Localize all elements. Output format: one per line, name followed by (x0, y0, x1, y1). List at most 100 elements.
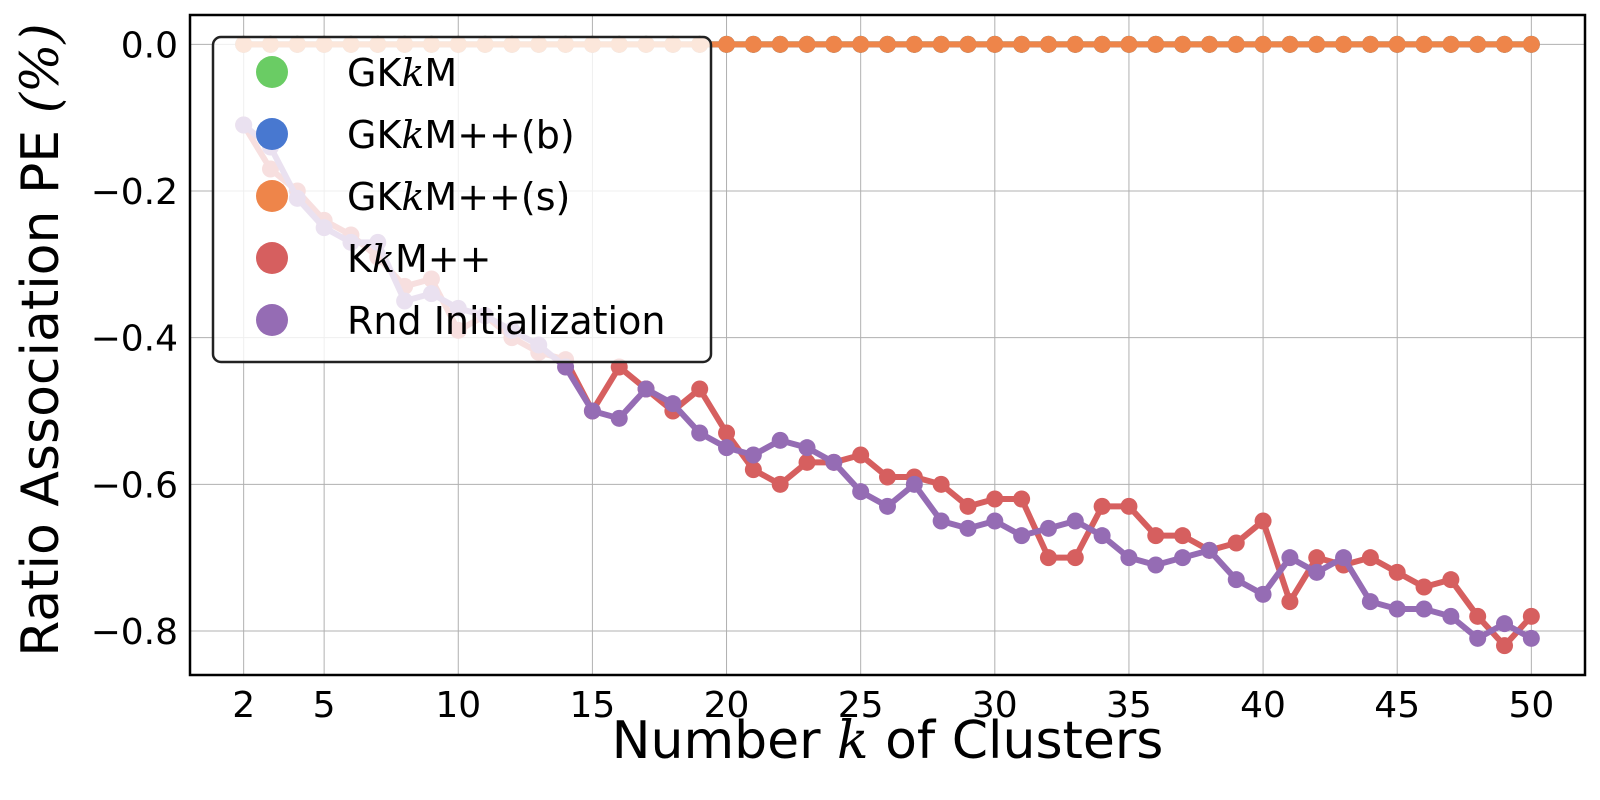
data-point (1174, 35, 1192, 53)
x-tick-label: 50 (1508, 685, 1554, 726)
data-point (1308, 549, 1326, 567)
data-point (1039, 519, 1057, 537)
data-point (932, 475, 950, 493)
data-point (1469, 629, 1487, 647)
data-point (1174, 527, 1192, 545)
legend-box (211, 35, 713, 364)
x-tick-labels: 2 5 10 15 20 25 30 35 40 45 50 (232, 685, 1554, 726)
data-point (1308, 563, 1326, 581)
data-point (852, 35, 870, 53)
x-tick-label: 30 (972, 685, 1018, 726)
x-axis-title-var: k (837, 711, 869, 771)
data-point (1254, 585, 1272, 603)
data-point (1522, 607, 1540, 625)
data-point (744, 446, 762, 464)
legend-label: GKkM++(s) (347, 175, 570, 219)
data-point (1522, 35, 1540, 53)
data-point (1147, 556, 1165, 574)
y-tick-label: −0.4 (91, 319, 178, 360)
data-point (1013, 35, 1031, 53)
data-point (1200, 541, 1218, 559)
data-point (1469, 607, 1487, 625)
legend-item: GKkM (256, 51, 457, 95)
data-point (959, 35, 977, 53)
data-point (1281, 593, 1299, 611)
data-point (1522, 629, 1540, 647)
data-point (771, 35, 789, 53)
data-point (1415, 35, 1433, 53)
data-point (879, 497, 896, 515)
legend-item: KkM++ (256, 237, 491, 281)
x-axis-title-post: of Clusters (869, 711, 1164, 771)
data-point (905, 475, 923, 493)
data-point (1066, 512, 1084, 530)
data-point (1227, 35, 1245, 53)
data-point (1013, 527, 1031, 545)
data-point (1496, 615, 1514, 633)
data-point (1147, 35, 1165, 53)
data-point (1093, 35, 1111, 53)
x-tick-label: 40 (1240, 685, 1286, 726)
data-point (1361, 549, 1379, 567)
data-point (959, 497, 977, 515)
data-point (1227, 571, 1245, 589)
data-point (1335, 35, 1353, 53)
legend-label: Rnd Initialization (347, 299, 665, 343)
x-axis-title: Number k of Clusters (612, 711, 1164, 771)
data-point (1496, 637, 1514, 655)
data-point (1120, 549, 1138, 567)
data-point (1281, 35, 1299, 53)
data-point (1200, 35, 1218, 53)
legend-label: GKkM++(b) (347, 113, 575, 157)
data-point (986, 490, 1004, 508)
x-tick-label: 35 (1106, 685, 1152, 726)
data-point (798, 439, 816, 457)
data-point (637, 380, 655, 398)
data-point (1442, 571, 1460, 589)
legend: GKkM GKkM++(b) GKkM++(s) KkM++ Rnd Initializ… (211, 35, 713, 364)
legend-marker (256, 242, 288, 274)
data-point (1361, 593, 1379, 611)
data-point (771, 475, 789, 493)
data-point (691, 380, 709, 398)
data-point (986, 512, 1004, 530)
data-point (1388, 600, 1406, 618)
data-point (718, 439, 736, 457)
data-point (825, 35, 843, 53)
data-point (1174, 549, 1192, 567)
data-point (1496, 35, 1514, 53)
data-point (1442, 607, 1460, 625)
data-point (852, 446, 870, 464)
data-point (852, 483, 870, 501)
data-point (1335, 549, 1353, 567)
plot-frame (188, 13, 1587, 677)
data-point (825, 453, 843, 471)
x-axis-title-pre: Number (612, 711, 837, 771)
y-tick-label: −0.2 (91, 172, 178, 213)
legend-item: GKkM++(b) (256, 113, 575, 157)
data-point (1308, 35, 1326, 53)
y-tick-label: −0.8 (91, 612, 178, 653)
data-point (1066, 35, 1084, 53)
legend-marker (256, 180, 288, 212)
data-point (610, 409, 628, 427)
legend-item: GKkM++(s) (256, 175, 570, 219)
data-point (744, 461, 762, 479)
legend-label: GKkM (347, 51, 457, 95)
data-point (664, 395, 682, 413)
legend-marker (256, 56, 288, 88)
y-tick-label: −0.6 (91, 465, 178, 506)
data-point (932, 512, 950, 530)
data-point (718, 424, 736, 442)
legend-item: Rnd Initialization (256, 299, 665, 343)
data-point (691, 424, 709, 442)
y-axis-title-unit: (%) (11, 23, 71, 113)
data-point (1013, 490, 1031, 508)
y-tick-label: 0.0 (121, 25, 178, 66)
data-point (932, 35, 950, 53)
data-point (798, 35, 816, 53)
data-point (1147, 527, 1165, 545)
data-point (1227, 534, 1245, 552)
data-point (986, 35, 1004, 53)
